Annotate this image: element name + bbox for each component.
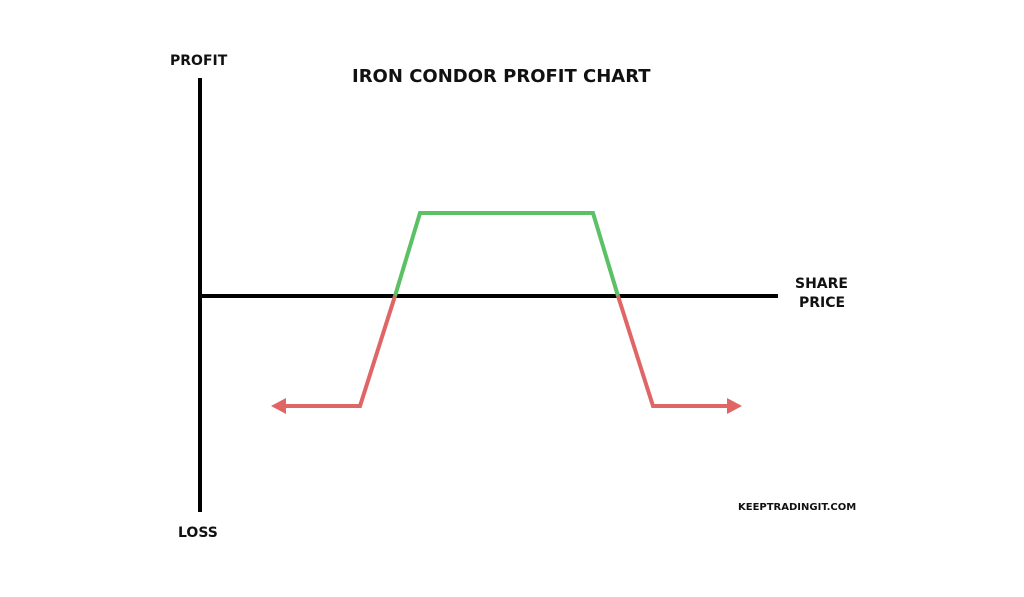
x-axis-label-line1: SHARE xyxy=(795,276,848,292)
right-loss-segment xyxy=(616,295,728,408)
y-axis-bottom-label: LOSS xyxy=(178,525,218,541)
right-arrow-head xyxy=(727,398,742,414)
profit-segment xyxy=(393,211,620,297)
x-axis-label-line2: PRICE xyxy=(799,295,846,311)
left-arrow-head xyxy=(271,398,286,414)
chart-title: IRON CONDOR PROFIT CHART xyxy=(352,66,651,87)
left-loss-segment xyxy=(285,295,397,408)
watermark: KEEPTRADINGIT.COM xyxy=(738,502,857,513)
y-axis-top-label: PROFIT xyxy=(170,53,228,69)
